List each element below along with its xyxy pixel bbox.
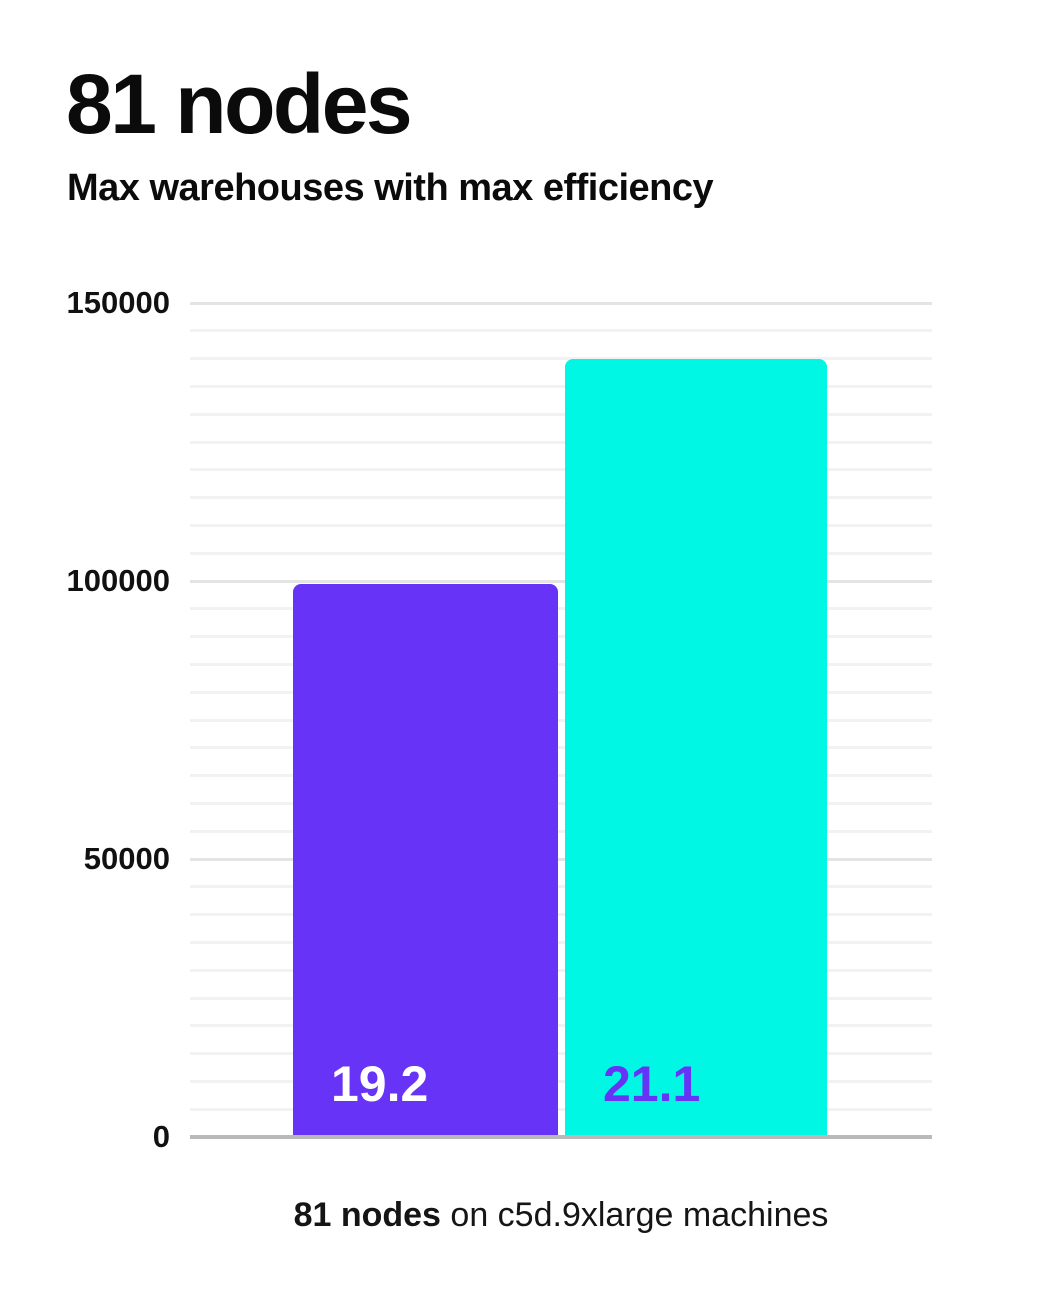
- chart-card: 81 nodes Max warehouses with max efficie…: [40, 57, 932, 1235]
- bar-value-label: 19.2: [331, 1056, 429, 1112]
- minor-gridline: [190, 746, 932, 750]
- minor-gridline: [190, 523, 932, 527]
- minor-gridline: [190, 468, 932, 472]
- minor-gridline: [190, 357, 932, 361]
- minor-gridline: [190, 662, 932, 666]
- caption-regular-text: on c5d.9xlarge machines: [440, 1196, 829, 1234]
- chart-subtitle: Max warehouses with max efficiency: [67, 167, 714, 209]
- minor-gridline: [190, 1024, 932, 1028]
- minor-gridline: [190, 1079, 932, 1083]
- y-tick-label: 100000: [66, 563, 170, 598]
- major-gridline: [190, 301, 932, 305]
- caption-bold-text: 81 nodes: [293, 1196, 441, 1234]
- minor-gridline: [190, 412, 932, 416]
- minor-gridline: [190, 940, 932, 944]
- chart-caption: 81 nodes on c5d.9xlarge machines: [190, 1196, 932, 1235]
- minor-gridline: [190, 329, 932, 333]
- minor-gridline: [190, 829, 932, 833]
- minor-gridline: [190, 607, 932, 611]
- y-tick-label: 150000: [66, 285, 170, 320]
- minor-gridline: [190, 801, 932, 805]
- major-gridline: [190, 579, 932, 583]
- plot-area: 19.2 21.1: [190, 301, 932, 1139]
- minor-gridline: [190, 913, 932, 917]
- minor-gridline: [190, 1052, 932, 1056]
- x-axis-line: [190, 1135, 932, 1139]
- minor-gridline: [190, 968, 932, 972]
- chart-title: 81 nodes: [66, 57, 413, 151]
- minor-gridline: [190, 718, 932, 722]
- minor-gridline: [190, 1107, 932, 1111]
- y-tick-label: 0: [152, 1119, 170, 1154]
- minor-gridline: [190, 885, 932, 889]
- minor-gridline: [190, 996, 932, 1000]
- minor-gridline: [190, 774, 932, 778]
- bar-value-label: 21.1: [603, 1056, 701, 1112]
- minor-gridline: [190, 440, 932, 444]
- minor-gridline: [190, 690, 932, 694]
- cyan-bar: 21.1: [565, 358, 827, 1135]
- minor-gridline: [190, 551, 932, 555]
- y-axis: 0 50000 100000 150000: [40, 285, 170, 1154]
- y-tick-label: 50000: [83, 841, 170, 876]
- minor-gridline: [190, 496, 932, 500]
- purple-bar: 19.2: [293, 583, 558, 1135]
- minor-gridline: [190, 384, 932, 388]
- major-gridline: [190, 857, 932, 861]
- minor-gridline: [190, 635, 932, 639]
